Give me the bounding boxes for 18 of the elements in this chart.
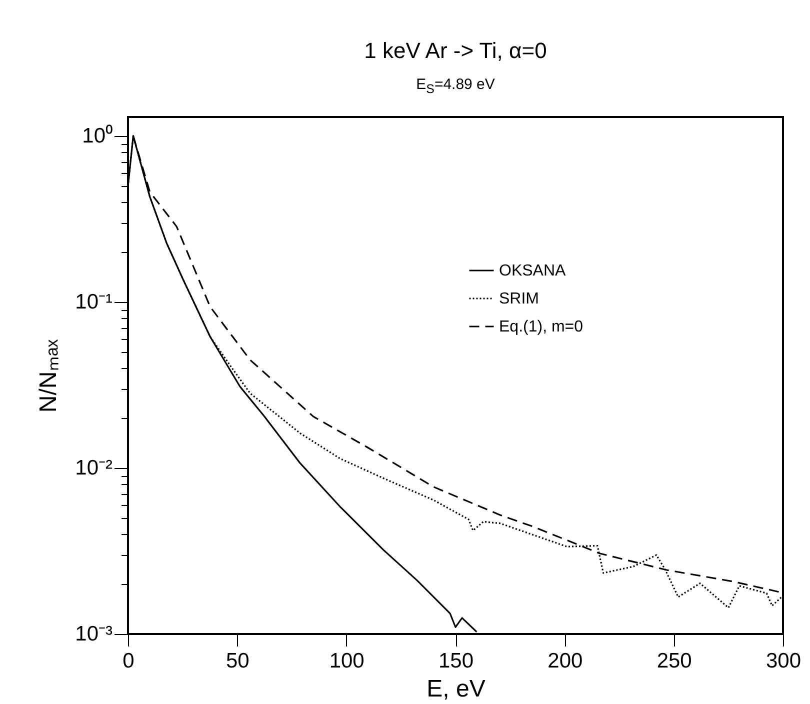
- x-tick-label: 250: [656, 650, 692, 672]
- y-axis-title: N/Nₘₐₓ: [35, 339, 62, 413]
- y-tick-label: 10⁻¹: [75, 290, 112, 314]
- x-tick-label: 150: [438, 650, 474, 672]
- x-tick-label: 50: [226, 650, 250, 672]
- legend-label: SRIM: [499, 290, 539, 308]
- x-tick-label: 200: [548, 650, 583, 672]
- x-tick-label: 0: [122, 650, 134, 672]
- legend-label: OKSANA: [499, 262, 566, 280]
- x-tick-label: 300: [766, 650, 802, 672]
- y-tick-label: 10⁰: [82, 124, 112, 148]
- x-tick-label: 100: [329, 650, 364, 672]
- x-axis-title: E, eV: [426, 676, 486, 702]
- chart-title: 1 keV Ar -> Ti, α=0: [363, 38, 548, 64]
- legend-label: Eq.(1), m=0: [499, 318, 584, 336]
- y-tick-label: 10⁻³: [75, 622, 112, 646]
- y-tick-label: 10⁻²: [75, 456, 112, 480]
- chart-subtitle: E$_{S}$=4.89 eV: [415, 76, 496, 96]
